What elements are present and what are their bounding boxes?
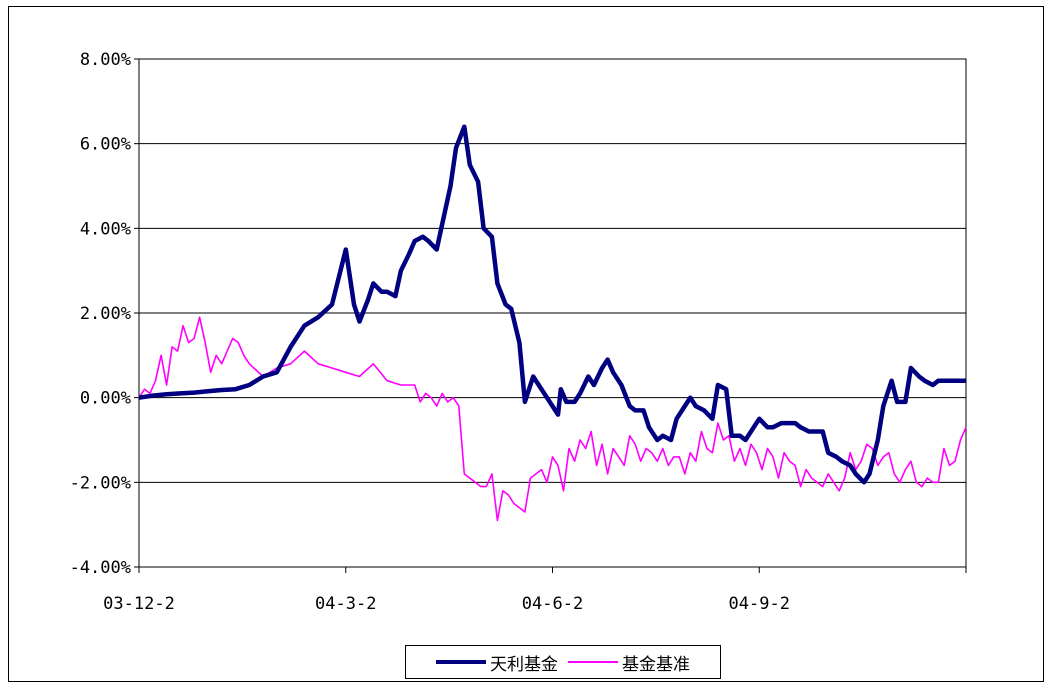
legend-item-benchmark: 基金基准 bbox=[568, 650, 690, 675]
y-axis-ticks: 8.00% 6.00% 4.00% 2.00% 0.00% -2.00% -4.00% bbox=[70, 50, 139, 578]
y-tick-label: 6.00% bbox=[80, 135, 131, 155]
y-tick-label: -4.00% bbox=[70, 558, 131, 578]
y-tick-label: 4.00% bbox=[80, 219, 131, 239]
y-tick-label: 8.00% bbox=[80, 50, 131, 70]
x-tick-label: 04-9-2 bbox=[729, 594, 790, 614]
series-line-fund bbox=[138, 124, 966, 485]
legend: 天利基金 基金基准 bbox=[405, 645, 721, 679]
x-tick-label: 03-12-2 bbox=[103, 594, 175, 614]
y-tick-label: -2.00% bbox=[70, 473, 131, 493]
line-chart: 8.00% 6.00% 4.00% 2.00% 0.00% -2.00% -4.00% 03… bbox=[70, 50, 967, 614]
legend-swatch-fund bbox=[436, 660, 486, 664]
legend-swatch-benchmark bbox=[568, 661, 618, 663]
series-lines bbox=[138, 124, 967, 522]
y-tick-label: 0.00% bbox=[80, 389, 131, 409]
legend-item-fund: 天利基金 bbox=[436, 650, 558, 675]
y-tick-label: 2.00% bbox=[80, 304, 131, 324]
x-tick-label: 04-6-2 bbox=[522, 594, 583, 614]
legend-label-benchmark: 基金基准 bbox=[622, 654, 690, 675]
gridlines bbox=[139, 143, 966, 483]
legend-label-fund: 天利基金 bbox=[490, 654, 558, 675]
x-axis-ticks: 03-12-2 04-3-2 04-6-2 04-9-2 bbox=[103, 567, 967, 614]
x-tick-label: 04-3-2 bbox=[315, 594, 376, 614]
chart-frame: 8.00% 6.00% 4.00% 2.00% 0.00% -2.00% -4.00% 03… bbox=[8, 6, 1044, 682]
